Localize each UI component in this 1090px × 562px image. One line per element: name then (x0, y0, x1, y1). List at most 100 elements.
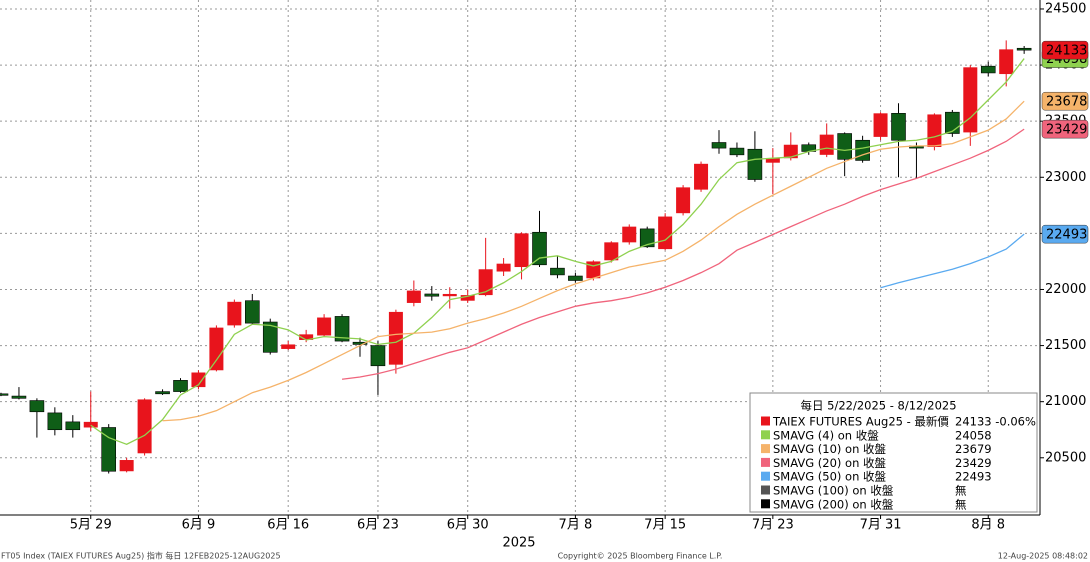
candle-body (694, 163, 709, 190)
footer-right: 12-Aug-2025 08:48:02 (998, 552, 1088, 561)
sma-line (162, 100, 1025, 422)
x-tick-label: 5月 29 (70, 518, 112, 533)
legend-value: 24133 -0.06% (955, 415, 1036, 429)
candle-body (514, 233, 529, 268)
candle-body (227, 301, 242, 326)
candle-body (765, 158, 780, 163)
candle-body (317, 317, 332, 336)
x-tick-label: 7月 23 (752, 518, 794, 533)
legend-label: SMAVG (4) on 收盤 (773, 428, 879, 442)
legend-swatch (761, 471, 770, 481)
axis-badge (1041, 224, 1089, 244)
legend-value: 23679 (955, 442, 992, 456)
axis-badge-label: 23429 (1046, 123, 1087, 138)
y-tick-label: 24500 (1045, 1, 1086, 16)
candle-body (927, 114, 942, 147)
legend-label: TAIEX FUTURES Aug25 - 最新價 (772, 415, 949, 429)
candle-body (173, 380, 188, 392)
candle-body (980, 65, 996, 74)
legend-label: SMAVG (100) on 收盤 (773, 484, 894, 498)
legend-value: 24058 (955, 428, 992, 442)
x-tick-label: 6月 16 (267, 518, 309, 533)
legend-swatch (761, 430, 770, 440)
legend-box (749, 392, 1038, 513)
axis-badge-label: 23678 (1046, 95, 1087, 110)
candle-body (137, 399, 152, 454)
candle-body (873, 113, 888, 137)
x-tick-label: 8月 8 (971, 518, 1005, 533)
candle-body (496, 263, 511, 272)
candle-body (406, 290, 421, 303)
y-tick-label: 20500 (1045, 450, 1086, 465)
candle-body (0, 393, 9, 396)
candle-body (837, 133, 852, 160)
candle-body (47, 412, 63, 431)
candle-body (568, 275, 583, 281)
legend-swatch (761, 485, 770, 495)
legend-value: 22493 (955, 470, 992, 484)
legend-value: 無 (955, 484, 967, 498)
candle-body (963, 67, 978, 133)
candle-body (676, 187, 691, 214)
x-tick-label: 6月 23 (357, 518, 399, 533)
candle-body (83, 421, 98, 428)
x-axis-label: 2025 (502, 536, 535, 551)
candle-body (29, 400, 45, 413)
legend-value: 無 (955, 497, 967, 511)
legend-swatch (761, 499, 770, 509)
x-tick-label: 7月 15 (644, 518, 686, 533)
candle-body (711, 142, 727, 149)
candle-body (245, 300, 260, 324)
candle-body (604, 242, 619, 261)
legend-label: SMAVG (200) on 收盤 (773, 497, 894, 511)
legend-swatch (761, 457, 770, 467)
y-tick-label: 21500 (1045, 338, 1086, 353)
candle-body (747, 148, 763, 180)
candle-body (460, 295, 475, 301)
candle-body (783, 144, 798, 159)
candle-body (855, 139, 870, 161)
y-tick-label: 23000 (1045, 170, 1086, 185)
legend-label: SMAVG (10) on 收盤 (773, 442, 887, 456)
candle-body (442, 293, 457, 297)
y-tick-label: 22000 (1045, 282, 1086, 297)
y-tick-label: 21000 (1045, 394, 1086, 409)
candle-body (532, 231, 547, 266)
legend-label: SMAVG (50) on 收盤 (773, 470, 887, 484)
x-tick-label: 6月 30 (447, 518, 489, 533)
x-tick-label: 6月 9 (182, 518, 216, 533)
candle-body (891, 113, 906, 141)
candle-body (191, 372, 206, 388)
candle-body (334, 316, 350, 342)
footer-center: Copyright© 2025 Bloomberg Finance L.P. (558, 552, 723, 561)
candle-body (65, 421, 81, 431)
candle-body (119, 460, 134, 472)
candle-body (586, 261, 601, 279)
legend-label: SMAVG (20) on 收盤 (773, 456, 887, 470)
candle-body (658, 216, 673, 250)
candle-body (209, 327, 224, 371)
candle-body (281, 344, 296, 349)
legend-value: 23429 (955, 456, 992, 470)
x-tick-label: 7月 8 (559, 518, 593, 533)
axis-badge-label: 22493 (1046, 228, 1087, 243)
candle-body (945, 111, 960, 134)
candle-body (639, 228, 655, 248)
axis-badge (1041, 91, 1089, 111)
candle-body (155, 391, 170, 395)
candle-body (352, 341, 368, 345)
axis-badge-label: 24133 (1046, 44, 1087, 59)
axis-badge (1041, 40, 1089, 60)
legend-swatch (761, 416, 770, 426)
candle-body (424, 293, 440, 297)
candle-body (1016, 47, 1032, 51)
x-tick-label: 7月 31 (860, 518, 902, 533)
legend-swatch (761, 444, 770, 454)
candle-body (299, 334, 314, 340)
candle-body (999, 49, 1014, 75)
candle-body (478, 269, 493, 296)
candle-body (388, 311, 403, 365)
candle-body (262, 321, 278, 353)
axis-badge (1041, 119, 1089, 139)
